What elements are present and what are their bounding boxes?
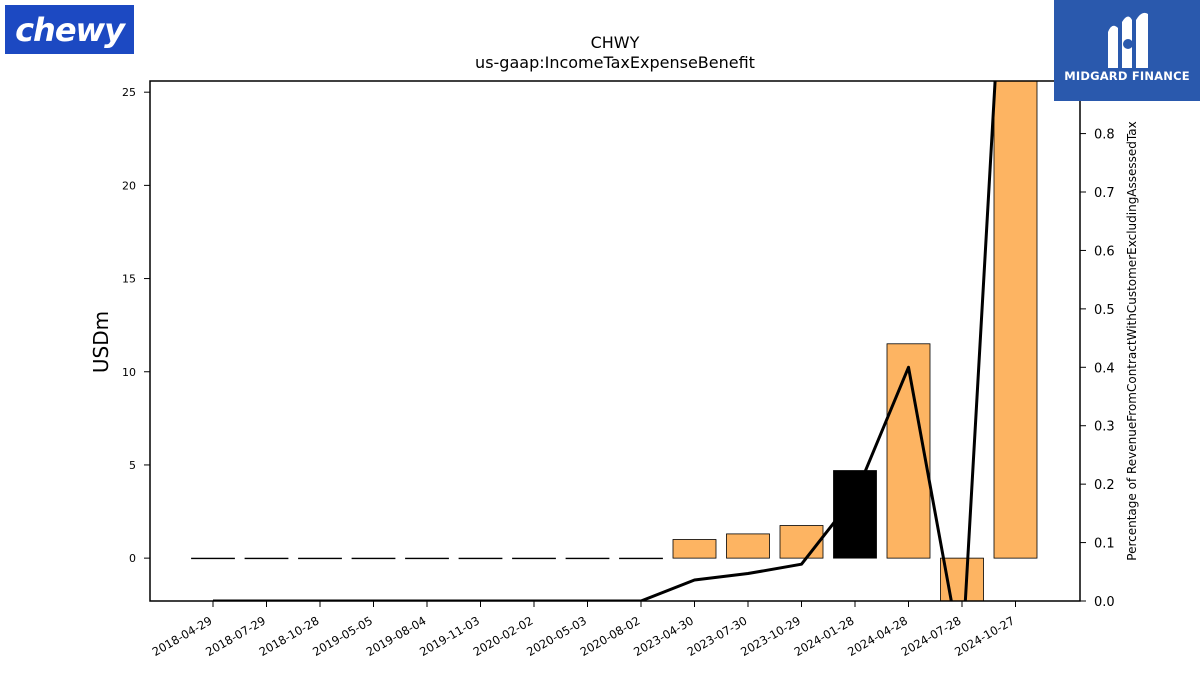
x-tick-label: 2023-04-30 <box>631 613 696 659</box>
y2-axis-label: Percentage of RevenueFromContractWithCus… <box>1125 121 1139 560</box>
y-tick-label: 20 <box>122 179 136 192</box>
x-tick-label: 2018-10-28 <box>257 613 322 659</box>
bar <box>458 557 503 560</box>
y-axis-ticks: 0 5 10 15 20 25 <box>122 86 150 565</box>
bar <box>619 557 663 560</box>
x-tick-label: 2024-04-28 <box>845 613 910 659</box>
bar <box>351 557 396 560</box>
x-tick-label: 2024-07-28 <box>899 613 964 659</box>
bar <box>405 557 449 560</box>
y2-tick-label: 0.7 <box>1094 186 1115 201</box>
chewy-logo: chewy <box>5 5 134 54</box>
line-group <box>213 81 997 601</box>
y2-tick-label: 0.3 <box>1094 420 1115 435</box>
chart-subtitle: us-gaap:IncomeTaxExpenseBenefit <box>475 53 755 72</box>
y-tick-label: 5 <box>129 459 136 472</box>
x-tick-label: 2019-08-04 <box>364 613 429 659</box>
y-tick-label: 0 <box>129 552 136 565</box>
series-line <box>213 81 997 601</box>
bar <box>244 557 289 560</box>
y-tick-label: 15 <box>122 273 136 286</box>
x-tick-label: 2020-05-03 <box>524 613 589 659</box>
x-axis-ticks: 2018-04-292018-07-292018-10-282019-05-05… <box>150 601 1017 659</box>
midgard-finance-logo: MIDGARD FINANCE <box>1054 0 1200 101</box>
bar <box>565 557 610 560</box>
y-axis-label: USDm <box>89 311 113 373</box>
midgard-emblem-icon <box>1108 12 1148 69</box>
x-tick-label: 2019-11-03 <box>417 613 482 659</box>
bar <box>779 525 824 559</box>
plot-frame <box>149 80 1081 602</box>
bar <box>726 533 770 559</box>
x-tick-label: 2024-10-27 <box>952 613 1017 659</box>
x-tick-label: 2020-08-02 <box>578 613 643 659</box>
y2-tick-label: 0.8 <box>1094 128 1115 143</box>
bar <box>298 557 342 560</box>
x-tick-label: 2023-10-29 <box>738 613 803 659</box>
chewy-logo-text: chewy <box>15 10 125 49</box>
x-tick-label: 2020-02-02 <box>471 613 536 659</box>
x-tick-label: 2023-07-30 <box>685 613 750 659</box>
y2-tick-label: 0.0 <box>1094 595 1115 610</box>
bar-group <box>191 81 1038 601</box>
midgard-brand-text: MIDGARD FINANCE <box>1064 69 1190 83</box>
chart-title: CHWY <box>591 33 640 52</box>
bar <box>191 557 235 560</box>
y2-tick-label: 0.1 <box>1094 537 1115 552</box>
y2-axis-ticks: 0.0 0.1 0.2 0.3 0.4 0.5 0.6 0.7 0.8 <box>1080 128 1115 610</box>
bar <box>993 81 1038 559</box>
y2-tick-label: 0.2 <box>1094 478 1115 493</box>
y-tick-label: 25 <box>122 86 136 99</box>
x-tick-label: 2019-05-05 <box>310 613 375 659</box>
x-tick-label: 2024-01-28 <box>792 613 857 659</box>
x-tick-label: 2018-07-29 <box>203 613 268 659</box>
x-tick-label: 2018-04-29 <box>150 613 215 659</box>
bar <box>512 557 556 560</box>
y2-tick-label: 0.6 <box>1094 244 1115 259</box>
bar <box>672 539 717 559</box>
y2-tick-label: 0.4 <box>1094 361 1115 376</box>
y-tick-label: 10 <box>122 366 136 379</box>
y2-tick-label: 0.5 <box>1094 303 1115 318</box>
